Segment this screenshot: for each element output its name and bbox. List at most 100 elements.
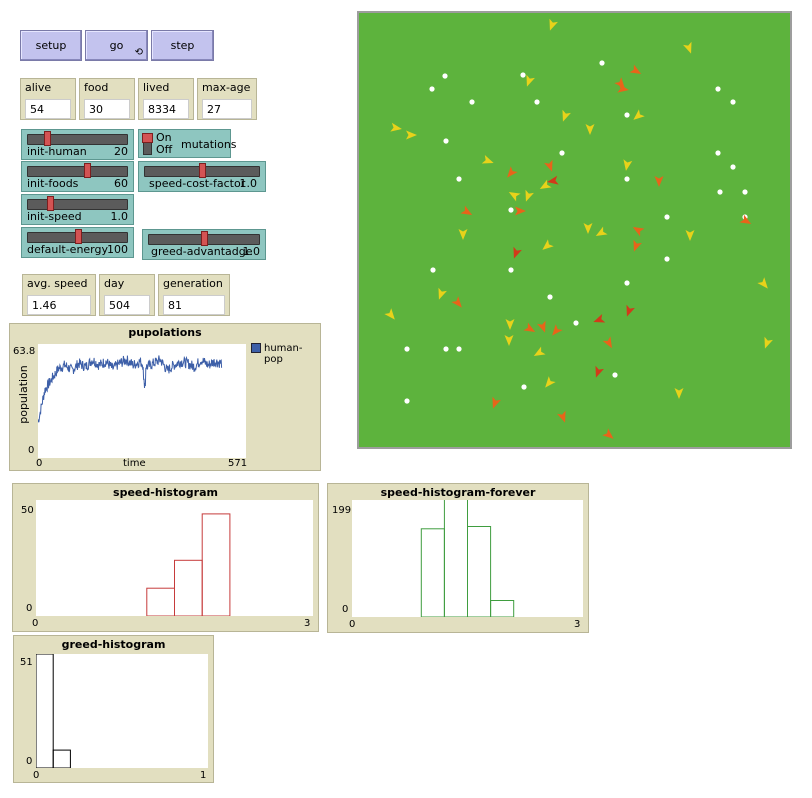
human-agent (504, 335, 514, 346)
legend-label: human-pop (264, 343, 303, 365)
avg-speed-monitor: avg. speed 1.46 (22, 274, 96, 316)
step-button[interactable]: step (151, 30, 214, 61)
greed-advantadge-label: greed-advantadge (151, 245, 253, 258)
slider-handle[interactable] (75, 229, 82, 244)
slider-handle[interactable] (199, 163, 206, 178)
human-agent (602, 428, 614, 439)
x-min-tick: 0 (36, 458, 43, 469)
day-monitor: day 504 (99, 274, 155, 316)
human-agent (674, 388, 684, 399)
human-agent (547, 175, 559, 185)
generation-monitor-value: 81 (163, 295, 225, 315)
day-monitor-label: day (104, 277, 125, 290)
food-monitor: food 30 (79, 78, 135, 120)
human-agent (683, 41, 692, 54)
populations-plot: pupolations 63.8 0 0 571 time population… (9, 323, 321, 471)
food-item (443, 138, 449, 144)
human-agent (549, 18, 558, 31)
lived-monitor-label: lived (143, 81, 170, 94)
histogram-bar-3 (490, 600, 515, 618)
generation-monitor: generation 81 (158, 274, 230, 316)
setup-button[interactable]: setup (20, 30, 82, 61)
default-energy-value: 100 (107, 243, 128, 256)
max-age-monitor-value: 27 (202, 99, 252, 119)
food-item (730, 164, 736, 170)
y-min-tick: 0 (342, 604, 349, 615)
food-item (624, 112, 630, 118)
food-item (624, 176, 630, 182)
speed-histogram-title: speed-histogram (113, 486, 218, 499)
init-human-value: 20 (114, 145, 128, 158)
max-age-monitor: max-age 27 (197, 78, 257, 120)
speed-histogram-forever-chart (420, 497, 515, 618)
slider-track[interactable] (27, 134, 128, 145)
human-agent (505, 319, 515, 330)
slider-handle[interactable] (201, 231, 208, 246)
human-agent (390, 122, 402, 132)
histogram-bar-0 (420, 528, 445, 618)
alive-monitor-value: 54 (25, 99, 71, 119)
food-item (715, 86, 721, 92)
greed-histogram-area (35, 653, 208, 769)
day-monitor-value: 504 (104, 295, 150, 315)
forever-loop-icon: ⟲ (134, 47, 143, 58)
food-item (429, 86, 435, 92)
init-foods-slider[interactable]: init-foods 60 (21, 161, 134, 192)
default-energy-slider[interactable]: default-energy 100 (21, 227, 134, 258)
human-agent (438, 287, 447, 300)
human-pop-line (37, 355, 223, 423)
histogram-bar-2 (201, 513, 231, 617)
alive-monitor: alive 54 (20, 78, 76, 120)
slider-track[interactable] (27, 199, 128, 210)
food-item (624, 280, 630, 286)
generation-monitor-label: generation (163, 277, 223, 290)
switch-handle[interactable] (142, 133, 153, 143)
init-foods-value: 60 (114, 177, 128, 190)
food-item (469, 99, 475, 105)
human-agent (513, 246, 522, 259)
human-agent (544, 159, 553, 172)
food-item (599, 60, 605, 66)
speed-cost-factor-value: 1.0 (239, 177, 258, 190)
speed-histogram-forever-title: speed-histogram-forever (380, 486, 536, 499)
human-agent (629, 64, 642, 74)
slider-handle[interactable] (44, 131, 51, 146)
human-agent (585, 124, 595, 135)
human-agent (537, 320, 546, 333)
y-max-tick: 51 (20, 657, 33, 668)
greed-histogram-chart (35, 653, 71, 769)
world-view[interactable] (357, 11, 792, 449)
x-axis-label: time (123, 458, 146, 469)
populations-plot-title: pupolations (128, 326, 202, 339)
speed-cost-factor-slider[interactable]: speed-cost-factor 1.0 (138, 161, 266, 192)
human-agent (481, 155, 494, 164)
food-item (404, 398, 410, 404)
slider-track[interactable] (27, 166, 128, 177)
human-agent (458, 229, 468, 240)
speed-histogram-chart (146, 513, 231, 617)
mutations-switch[interactable]: On Off mutations (138, 129, 237, 158)
lived-monitor: lived 8334 (138, 78, 194, 120)
slider-handle[interactable] (84, 163, 91, 178)
greed-advantadge-slider[interactable]: greed-advantadge 1.0 (142, 229, 266, 260)
x-max-tick: 1 (200, 770, 207, 781)
switch-off-label: Off (156, 143, 173, 156)
human-agent (562, 109, 571, 122)
init-speed-slider[interactable]: init-speed 1.0 (21, 194, 134, 225)
food-item (534, 99, 540, 105)
food-monitor-value: 30 (84, 99, 130, 119)
food-item (664, 256, 670, 262)
human-agent (545, 376, 556, 388)
init-speed-label: init-speed (27, 210, 82, 223)
human-agent (523, 322, 536, 332)
slider-handle[interactable] (47, 196, 54, 211)
speed-histogram-area (36, 500, 313, 617)
human-agent (757, 277, 768, 289)
food-item (508, 267, 514, 273)
world-canvas (384, 18, 773, 439)
init-human-slider[interactable]: init-human 20 (21, 129, 134, 160)
human-agent (614, 77, 625, 89)
go-button[interactable]: go ⟲ (85, 30, 148, 61)
speed-histogram-forever-plot: speed-histogram-forever 199 0 0 3 (327, 483, 589, 633)
food-item (442, 73, 448, 79)
